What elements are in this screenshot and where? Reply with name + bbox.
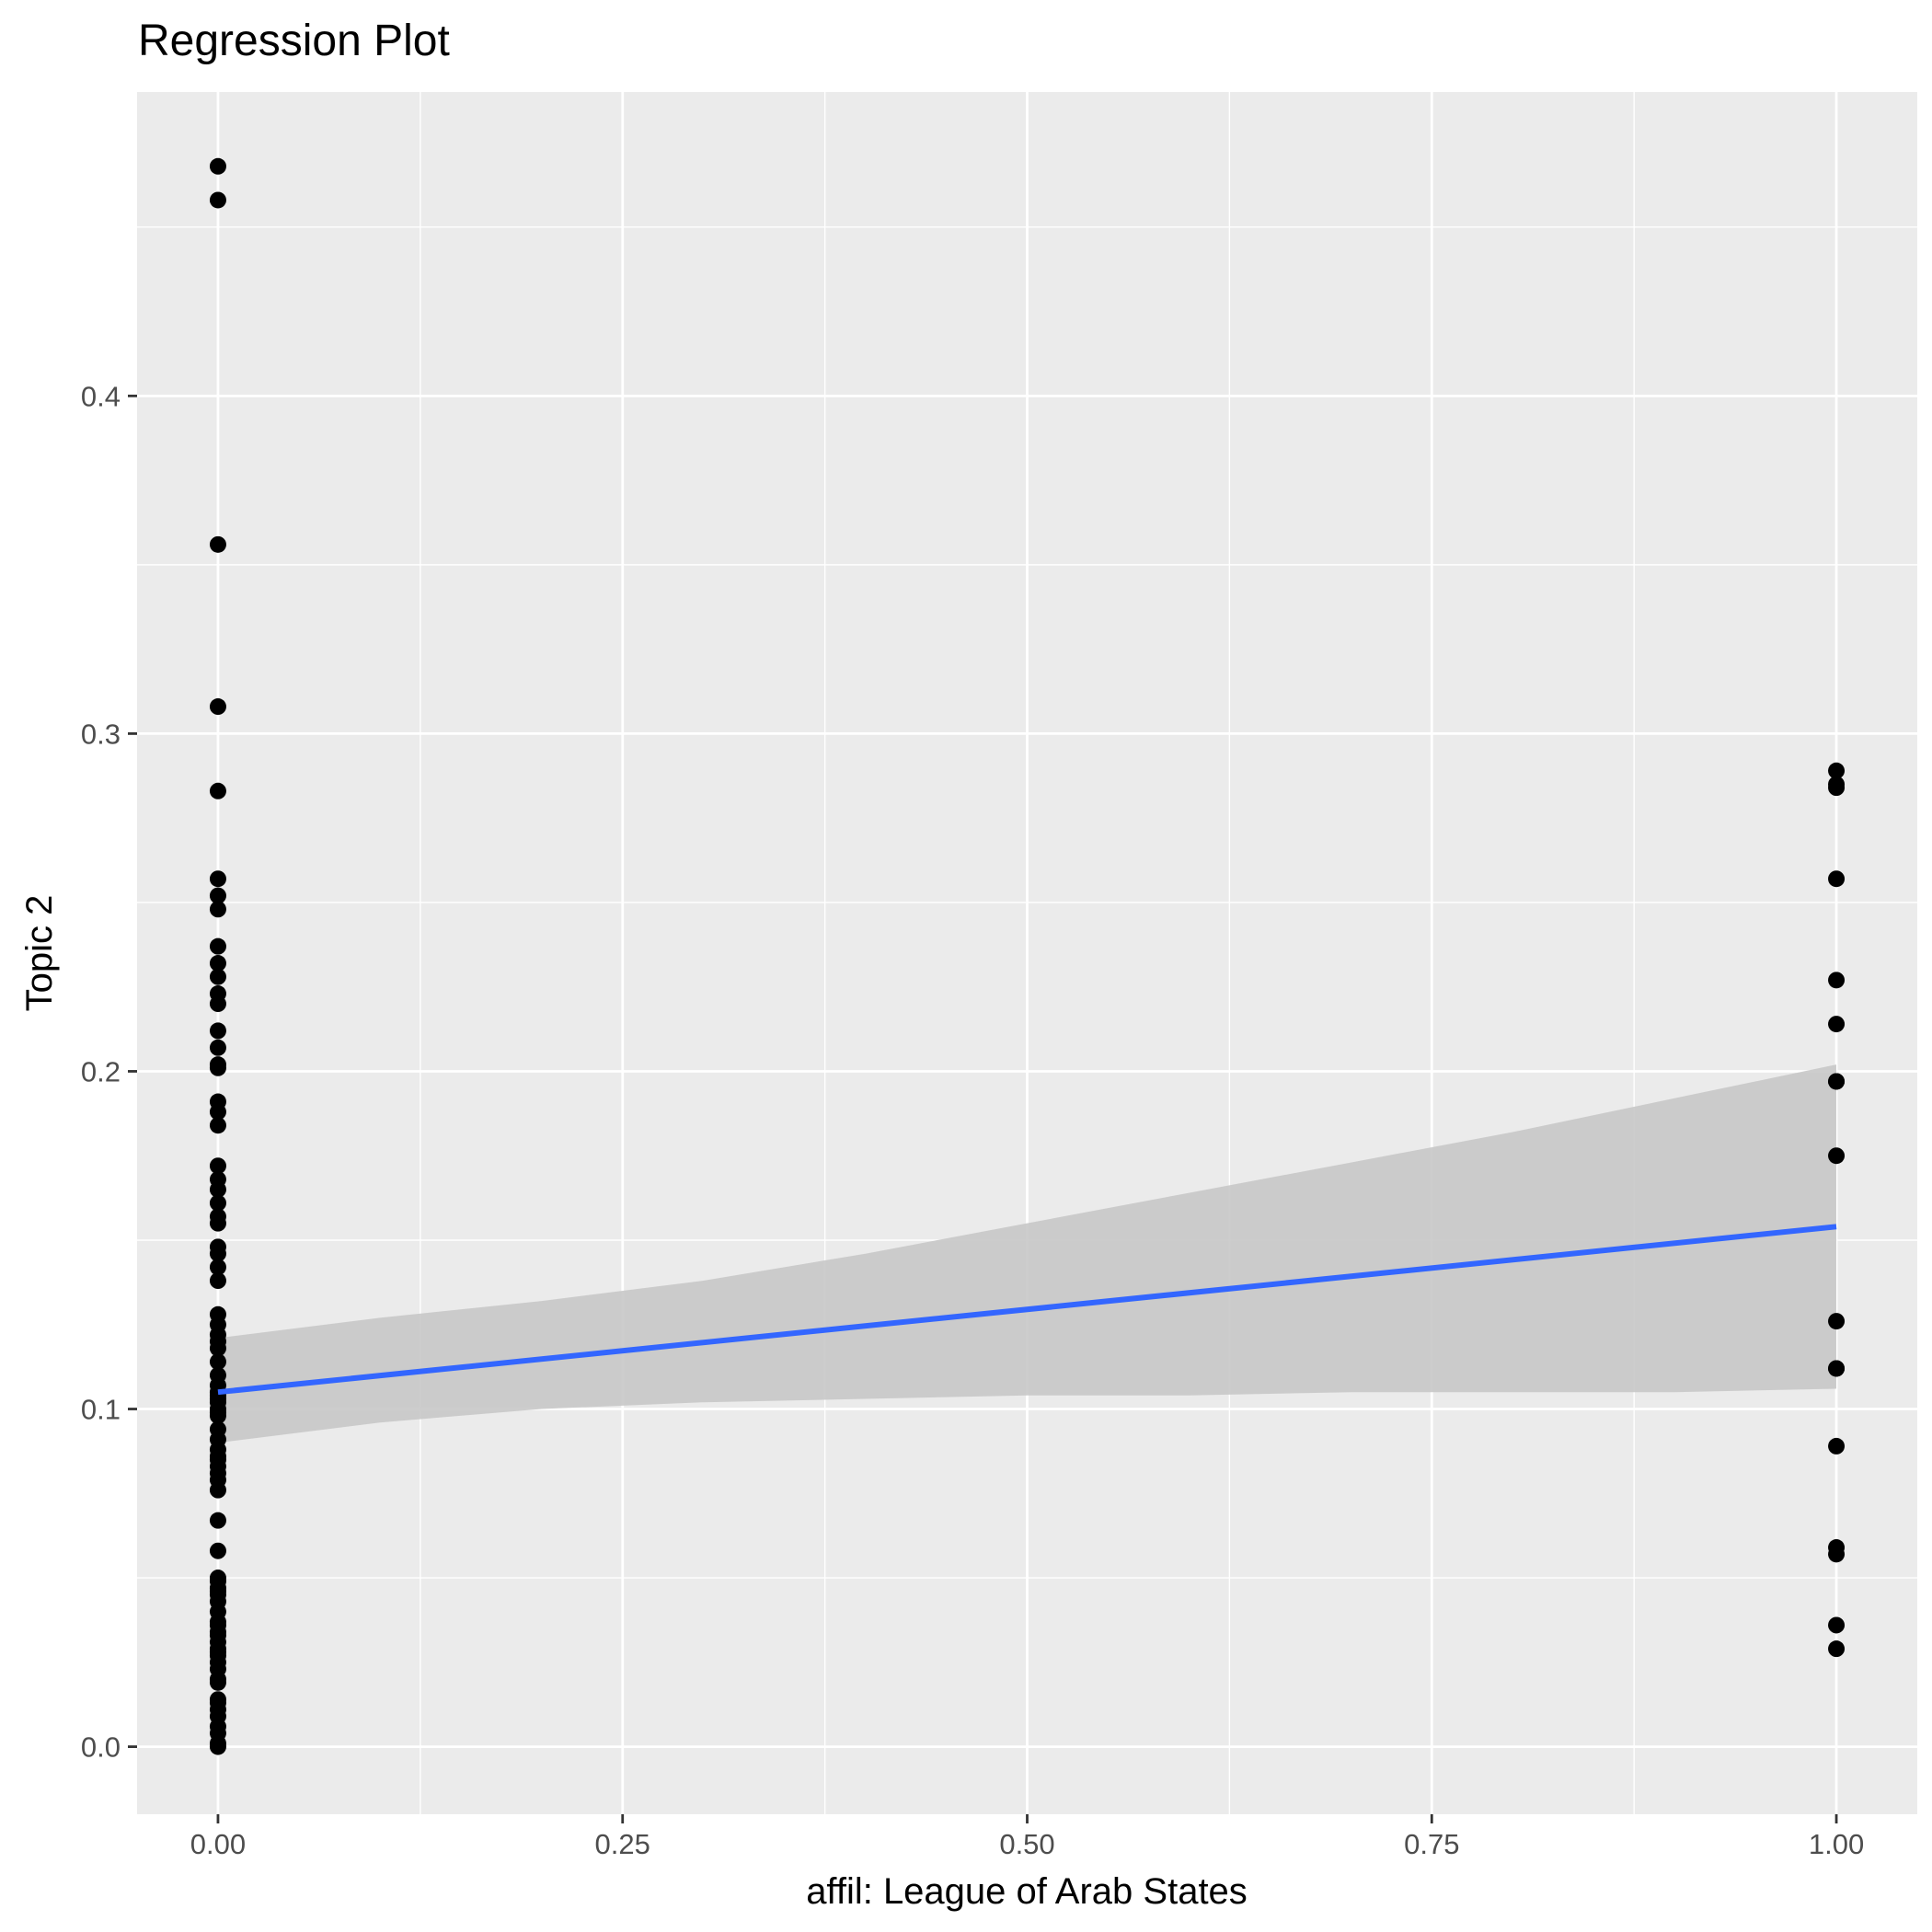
data-point <box>209 1420 226 1438</box>
y-tick-label: 0.0 <box>81 1731 121 1764</box>
y-axis: 0.0 0.1 0.2 0.3 0.4 <box>81 380 137 1764</box>
data-point <box>209 1404 226 1421</box>
data-point <box>209 1039 226 1056</box>
regression-line <box>217 1224 1837 1396</box>
data-point <box>209 1117 226 1134</box>
chart-title: Regression Plot <box>138 17 450 65</box>
data-point <box>209 1708 226 1725</box>
data-point <box>1828 1437 1846 1455</box>
data-point <box>209 870 226 888</box>
data-point <box>209 698 226 716</box>
data-point <box>209 1059 226 1076</box>
data-point <box>1828 1360 1846 1377</box>
x-axis: 0.00 0.25 0.50 0.75 1.00 <box>190 1814 1864 1860</box>
y-axis-title: Topic 2 <box>19 895 60 1012</box>
x-axis-title: affil: League of Arab States <box>806 1871 1248 1912</box>
data-point <box>1828 1640 1846 1658</box>
x-tick-label: 0.25 <box>595 1828 650 1860</box>
data-point <box>209 1353 226 1371</box>
x-tick-label: 1.00 <box>1809 1828 1864 1860</box>
data-point <box>1828 1073 1846 1090</box>
x-tick-label: 0.50 <box>999 1828 1054 1860</box>
data-point <box>209 1542 226 1559</box>
data-point <box>209 1661 226 1678</box>
data-point <box>1828 1546 1846 1563</box>
data-point <box>1828 1147 1846 1165</box>
data-point <box>1828 762 1846 779</box>
data-point <box>209 191 226 209</box>
data-point <box>209 1194 226 1212</box>
data-point <box>209 955 226 972</box>
regression-line-layer <box>217 1224 1837 1396</box>
x-tick-label: 0.75 <box>1404 1828 1459 1860</box>
data-point <box>209 887 226 904</box>
data-point <box>1828 972 1846 989</box>
y-tick-label: 0.2 <box>81 1055 121 1087</box>
data-point <box>209 1340 226 1357</box>
y-tick-label: 0.3 <box>81 718 121 750</box>
data-point <box>1828 870 1846 888</box>
y-tick-label: 0.4 <box>81 380 121 412</box>
data-point <box>209 782 226 799</box>
data-point <box>1828 776 1846 793</box>
data-point <box>209 1627 226 1644</box>
data-point <box>209 1214 226 1232</box>
data-point <box>209 1157 226 1175</box>
y-tick-label: 0.1 <box>81 1394 121 1426</box>
data-point <box>209 1570 226 1587</box>
data-point <box>209 1022 226 1040</box>
data-points <box>209 157 1846 1755</box>
data-point <box>209 1582 226 1600</box>
data-point <box>209 1272 226 1290</box>
data-point <box>209 1647 226 1664</box>
data-point <box>1828 1616 1846 1634</box>
data-point <box>209 1673 226 1691</box>
data-point <box>209 1245 226 1262</box>
data-point <box>209 157 226 175</box>
data-point <box>1828 1016 1846 1033</box>
data-point <box>209 1451 226 1468</box>
data-point <box>209 1694 226 1711</box>
data-point <box>209 968 226 985</box>
data-point <box>209 1259 226 1276</box>
data-point <box>209 1103 226 1121</box>
data-point <box>1828 1313 1846 1330</box>
x-tick-label: 0.00 <box>190 1828 246 1860</box>
data-point <box>209 1512 226 1529</box>
data-point <box>209 1734 226 1752</box>
data-point <box>209 1481 226 1499</box>
data-point <box>209 995 226 1013</box>
data-point <box>209 535 226 553</box>
data-point <box>209 901 226 918</box>
data-point <box>209 1180 226 1198</box>
data-point <box>209 937 226 955</box>
